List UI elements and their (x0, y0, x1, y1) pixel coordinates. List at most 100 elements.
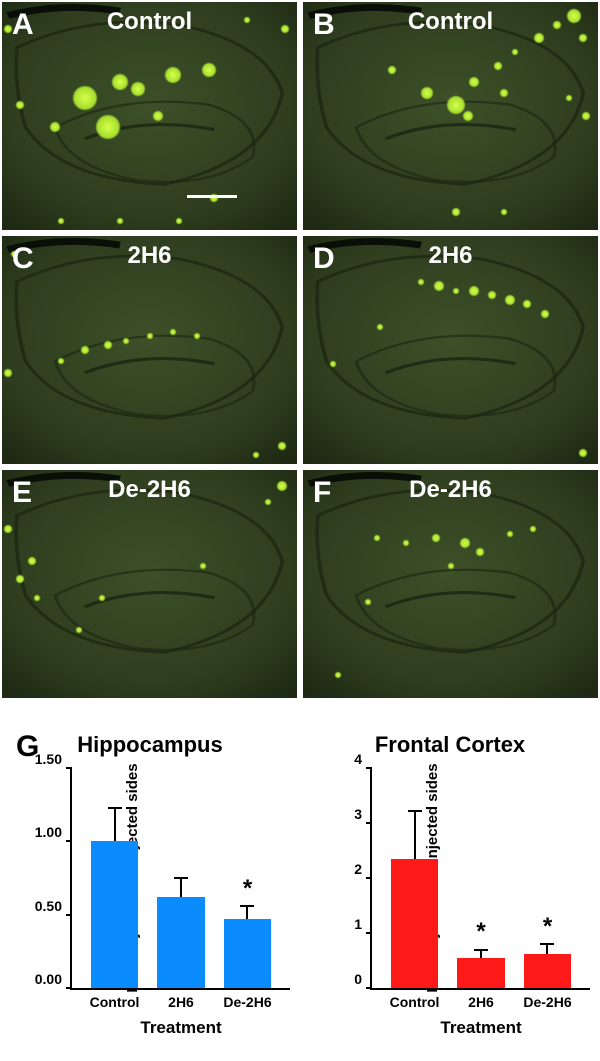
chart-frontal-cell: Frontal Cortex Ratio injected : uninject… (300, 720, 600, 1050)
xlabel-frontal: Treatment (440, 1018, 521, 1038)
panel-label-E: E (12, 476, 32, 510)
errorbar (180, 879, 182, 897)
panel-C: C2H6 (2, 236, 297, 464)
panel-condition-F: De-2H6 (409, 476, 492, 504)
ytick-label: 0.00 (35, 971, 62, 987)
fluorescent-speck (469, 77, 479, 87)
ytick-label: 3 (354, 806, 362, 822)
fluorescent-speck (418, 279, 424, 285)
tissue-bg (303, 470, 598, 698)
ytick (366, 932, 372, 934)
fluorescent-speck (434, 281, 444, 291)
ytick (366, 822, 372, 824)
fluorescent-speck (28, 557, 36, 565)
chart-frontal: Ratio injected : uninjected sides Treatm… (370, 768, 590, 990)
fluorescent-speck (500, 89, 508, 97)
tissue-bg (2, 2, 297, 230)
fluorescent-speck (112, 74, 128, 90)
chart-hippocampus-title: Hippocampus (77, 732, 222, 758)
fluorescent-speck (200, 563, 206, 569)
ytick-label: 0.50 (35, 898, 62, 914)
fluorescent-speck (123, 338, 129, 344)
fluorescent-speck (81, 346, 89, 354)
ytick (366, 877, 372, 879)
panel-label-F: F (313, 476, 331, 510)
errorbar-cap (240, 905, 254, 907)
fluorescent-speck (73, 86, 97, 110)
panel-condition-B: Control (408, 8, 493, 36)
fluorescent-speck (553, 21, 561, 29)
errorbar (480, 951, 482, 958)
fluorescent-speck (131, 82, 145, 96)
tissue-bg (303, 236, 598, 464)
fluorescent-speck (469, 286, 479, 296)
bar-Control (391, 859, 439, 988)
micrograph-grid: AControlBControlC2H6D2H6EDe-2H6FDe-2H6 (0, 0, 600, 700)
fluorescent-speck (202, 63, 216, 77)
panel-condition-D: 2H6 (428, 242, 472, 270)
panel-F: F De-2H6 (303, 470, 598, 698)
tissue-bg (2, 470, 297, 698)
fluorescent-speck (448, 563, 454, 569)
fluorescent-speck (494, 62, 502, 70)
tissue-bg (2, 236, 297, 464)
chart-hippocampus: Ratio injected : uninjected sides Treatm… (70, 768, 290, 990)
bar-2H6 (457, 958, 505, 988)
fluorescent-speck (253, 452, 259, 458)
fluorescent-speck (377, 324, 383, 330)
bar-De-2H6 (224, 919, 272, 988)
panel-label-A: A (12, 8, 34, 42)
significance-star: * (243, 875, 252, 903)
fluorescent-speck (507, 531, 513, 537)
ytick-label: 0 (354, 971, 362, 987)
fluorescent-speck (330, 361, 336, 367)
bar-Control (91, 841, 139, 988)
fluorescent-speck (579, 449, 587, 457)
ytick (66, 987, 72, 989)
ytick (366, 767, 372, 769)
fluorescent-speck (4, 369, 12, 377)
xtick-label: Control (90, 994, 140, 1010)
panel-condition-C: 2H6 (127, 242, 171, 270)
ytick-label: 1 (354, 916, 362, 932)
xtick-label: De-2H6 (223, 994, 271, 1010)
fluorescent-speck (176, 218, 182, 224)
bar-De-2H6 (524, 954, 572, 988)
fluorescent-speck (421, 87, 433, 99)
fluorescent-speck (388, 66, 396, 74)
xlabel-hippocampus: Treatment (140, 1018, 221, 1038)
panel-label-D: D (313, 242, 335, 276)
fluorescent-speck (165, 67, 181, 83)
fluorescent-speck (76, 627, 82, 633)
xtick-label: 2H6 (168, 994, 194, 1010)
chart-hippocampus-cell: G Hippocampus Ratio injected : uninjecte… (0, 720, 300, 1050)
fluorescent-speck (505, 295, 515, 305)
fluorescent-speck (58, 218, 64, 224)
ytick-label: 1.00 (35, 824, 62, 840)
fluorescent-speck (567, 9, 581, 23)
fluorescent-speck (501, 209, 507, 215)
errorbar-cap (474, 949, 488, 951)
panel-A: A Control (2, 2, 297, 230)
fluorescent-speck (117, 218, 123, 224)
fluorescent-speck (447, 96, 465, 114)
scale-bar (187, 195, 237, 198)
errorbar-cap (174, 877, 188, 879)
ytick (66, 914, 72, 916)
fluorescent-speck (170, 329, 176, 335)
errorbar-cap (540, 943, 554, 945)
significance-star: * (476, 918, 485, 946)
bar-2H6 (157, 897, 205, 988)
fluorescent-speck (99, 595, 105, 601)
errorbar-cap (408, 810, 422, 812)
ytick-label: 2 (354, 861, 362, 877)
charts-row: G Hippocampus Ratio injected : uninjecte… (0, 720, 600, 1050)
fluorescent-speck (147, 333, 153, 339)
fluorescent-speck (541, 310, 549, 318)
panel-condition-A: Control (107, 8, 192, 36)
chart-frontal-title: Frontal Cortex (375, 732, 525, 758)
ytick (66, 840, 72, 842)
xtick-label: Control (390, 994, 440, 1010)
significance-star: * (543, 913, 552, 941)
xtick-label: De-2H6 (523, 994, 571, 1010)
